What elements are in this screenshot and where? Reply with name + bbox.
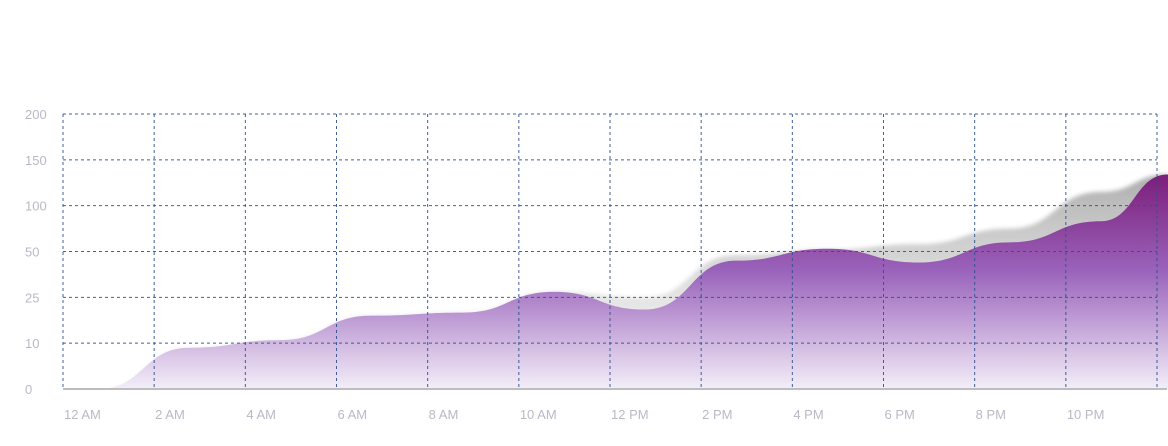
x-tick-label: 6 AM bbox=[338, 407, 368, 422]
y-tick-label: 150 bbox=[25, 153, 47, 168]
y-tick-label: 0 bbox=[25, 382, 32, 397]
area-layer bbox=[98, 174, 1168, 389]
series-area bbox=[98, 174, 1168, 389]
y-tick-label: 50 bbox=[25, 245, 39, 260]
x-tick-label: 4 AM bbox=[246, 407, 276, 422]
x-tick-label: 10 PM bbox=[1067, 407, 1105, 422]
y-tick-label: 200 bbox=[25, 107, 47, 122]
x-tick-label: 6 PM bbox=[885, 407, 915, 422]
y-tick-label: 100 bbox=[25, 199, 47, 214]
grid bbox=[62, 113, 1158, 389]
x-axis-ticks: 12 AM 2 AM 4 AM 6 AM 8 AM 10 AM 12 PM 2 PM 4 PM 6… bbox=[64, 407, 1104, 422]
x-tick-label: 12 AM bbox=[64, 407, 101, 422]
x-tick-label: 10 AM bbox=[520, 407, 557, 422]
y-axis-ticks: 0 10 25 50 100 150 200 bbox=[25, 107, 47, 397]
y-tick-label: 10 bbox=[25, 336, 39, 351]
x-tick-label: 2 AM bbox=[155, 407, 185, 422]
x-tick-label: 8 AM bbox=[429, 407, 459, 422]
x-tick-label: 4 PM bbox=[793, 407, 823, 422]
x-tick-label: 2 PM bbox=[702, 407, 732, 422]
y-tick-label: 25 bbox=[25, 290, 39, 305]
x-tick-label: 12 PM bbox=[611, 407, 649, 422]
x-tick-label: 8 PM bbox=[976, 407, 1006, 422]
